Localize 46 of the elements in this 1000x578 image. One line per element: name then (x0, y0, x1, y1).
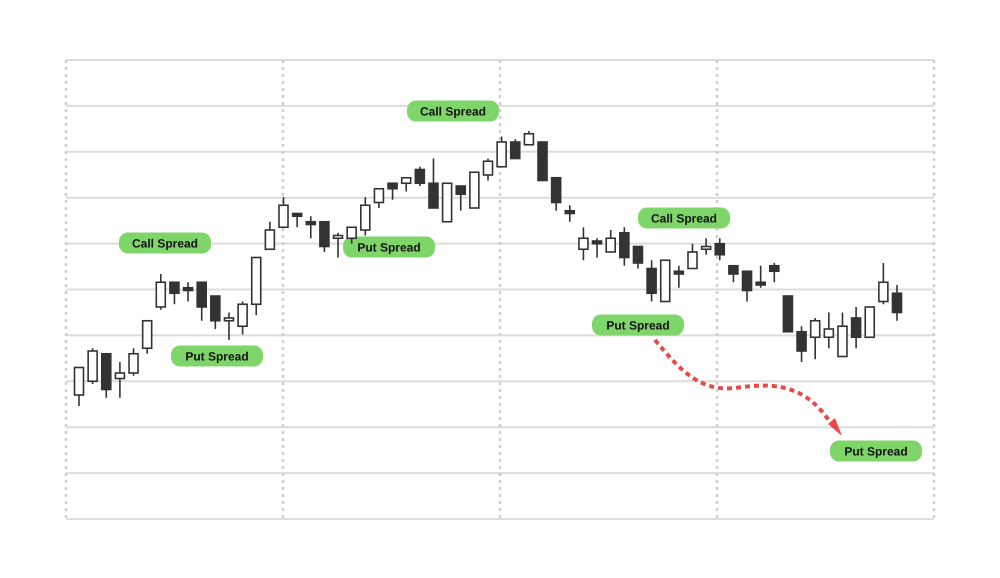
candlestick (755, 264, 766, 289)
candlestick (224, 312, 234, 341)
annotation: Call Spread (132, 236, 198, 250)
candlestick (632, 246, 644, 270)
candlestick (605, 229, 616, 253)
candlestick (182, 281, 194, 302)
candlestick (346, 226, 357, 245)
candlestick (114, 361, 126, 399)
annotation: Put Spread (606, 318, 670, 332)
candlestick (128, 347, 139, 377)
candlestick (564, 204, 576, 223)
candlestick (278, 196, 289, 228)
candlestick (687, 242, 698, 270)
candlestick (796, 325, 807, 363)
candlestick (714, 237, 726, 262)
candlestick (482, 158, 494, 182)
candlestick (510, 138, 521, 160)
candlestick (524, 130, 534, 146)
candlestick (169, 281, 180, 306)
text: Call Spread (420, 104, 486, 118)
candlestick (292, 212, 302, 228)
candlestick (264, 220, 276, 250)
candlestick (728, 264, 739, 284)
candlestick (414, 166, 426, 187)
candlestick (824, 312, 834, 350)
text: Put Spread (844, 444, 908, 458)
candlestick (578, 226, 589, 262)
candlestick (892, 284, 902, 322)
annotation: Put Spread (185, 350, 249, 364)
candlestick (850, 306, 862, 350)
annotation: Call Spread (650, 212, 718, 226)
candlestick (742, 270, 752, 302)
candlestick (374, 188, 384, 209)
candlestick (878, 262, 889, 306)
candlestick (237, 300, 248, 336)
candlestick (674, 264, 684, 289)
candlestick (700, 237, 712, 256)
candlestick (769, 262, 780, 284)
candlestick (592, 237, 602, 258)
candlestick (400, 176, 412, 192)
candlestick (332, 232, 344, 258)
candlestick (810, 317, 820, 360)
candlestick (387, 182, 398, 201)
candlestick (305, 215, 316, 240)
candlestick (455, 185, 466, 212)
annotation: Put Spread (357, 240, 421, 254)
